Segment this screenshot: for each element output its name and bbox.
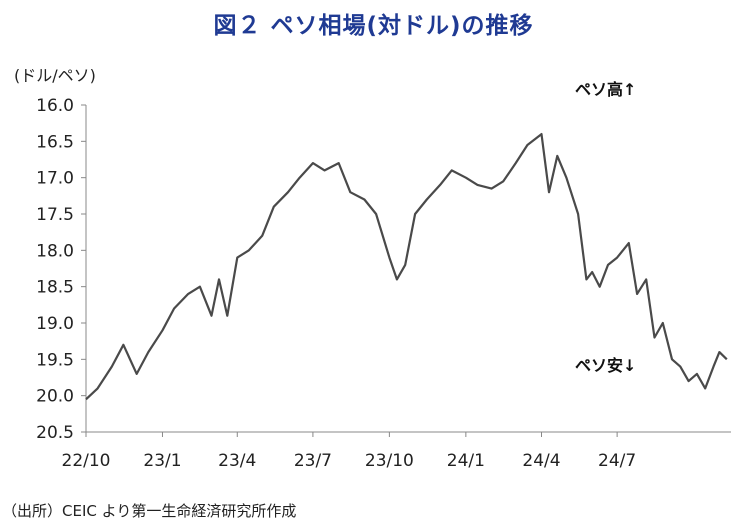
source-note: （出所）CEIC より第一生命経済研究所作成 (2, 502, 297, 520)
x-tick-label: 24/1 (447, 451, 485, 471)
y-tick-label: 16.5 (36, 132, 74, 152)
peso-exchange-rate-line (85, 133, 728, 401)
y-axis-unit-label: (ドル/ペソ) (14, 66, 96, 85)
y-tick-labels: 16.0 16.5 17.0 17.5 18.0 18.5 19.0 19.5 20.0 20.5 (36, 96, 74, 443)
x-tick-label: 24/4 (522, 451, 560, 471)
y-tick-label: 17.0 (36, 169, 74, 189)
y-tick-label: 18.0 (36, 241, 74, 261)
y-tick-label: 20.5 (36, 423, 74, 443)
x-tick-label: 23/4 (218, 451, 256, 471)
x-tick-label: 23/7 (294, 451, 332, 471)
y-tick-label: 18.5 (36, 278, 74, 298)
x-tick-label: 23/1 (143, 451, 181, 471)
y-tick-label: 20.0 (36, 387, 74, 407)
y-tick-label: 17.5 (36, 205, 74, 225)
x-tick-label: 24/7 (598, 451, 636, 471)
y-tick-label: 19.0 (36, 314, 74, 334)
y-tick-label: 19.5 (36, 350, 74, 370)
chart-title: 図２ ペソ相場(対ドル)の推移 (213, 13, 534, 39)
annotation-peso-weak: ペソ安↓ (575, 356, 637, 375)
annotation-peso-strong: ペソ高↑ (575, 80, 637, 99)
x-tick-labels: 22/10 23/1 23/4 23/7 23/10 24/1 24/4 24/7 (62, 451, 637, 471)
y-tick-label: 16.0 (36, 96, 74, 116)
x-tick-label: 23/10 (365, 451, 414, 471)
chart-axes (81, 104, 731, 437)
x-tick-label: 22/10 (62, 451, 111, 471)
